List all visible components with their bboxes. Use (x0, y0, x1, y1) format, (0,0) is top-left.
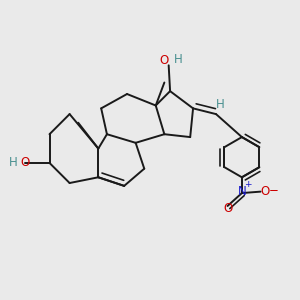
Text: H: H (216, 98, 225, 111)
Text: N: N (238, 185, 246, 198)
Text: O: O (223, 202, 232, 215)
Text: O: O (20, 156, 30, 170)
Text: O: O (260, 185, 269, 198)
Text: H: H (9, 156, 18, 170)
Text: −: − (268, 184, 278, 197)
Text: H: H (174, 53, 183, 66)
Text: O: O (160, 55, 169, 68)
Text: +: + (244, 180, 252, 189)
